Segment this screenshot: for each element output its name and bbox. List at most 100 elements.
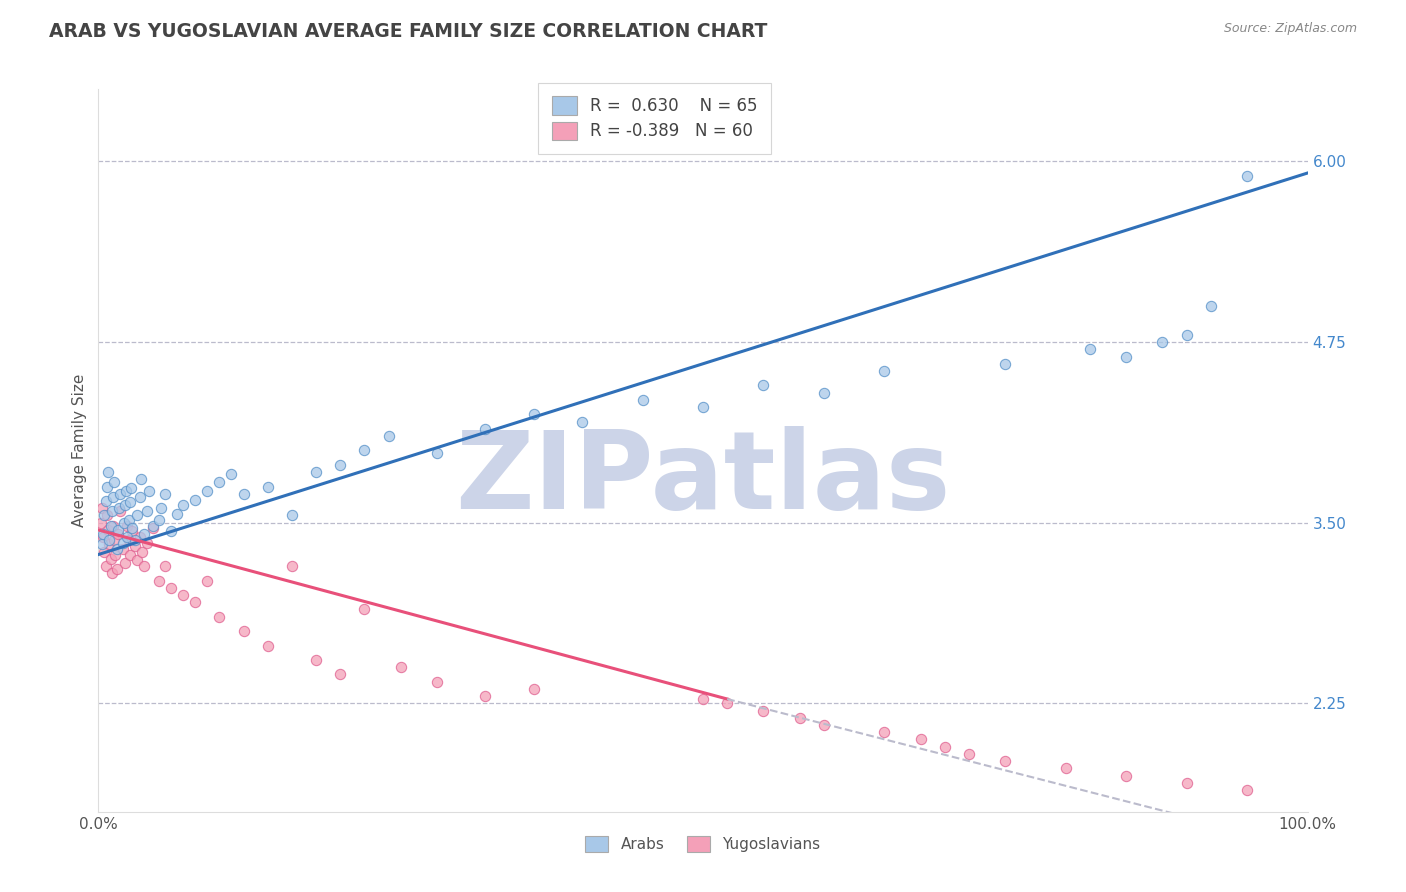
Point: [994, 754, 1017, 768]
Point: [101, 490, 124, 504]
Point: [160, 581, 183, 595]
Point: [221, 467, 243, 481]
Point: [353, 443, 375, 458]
Text: Source: ZipAtlas.com: Source: ZipAtlas.com: [1223, 22, 1357, 36]
Point: [172, 588, 194, 602]
Point: [329, 667, 352, 681]
Point: [112, 516, 135, 530]
Point: [138, 483, 160, 498]
Point: [1236, 169, 1258, 183]
Point: [114, 556, 136, 570]
Point: [131, 544, 153, 558]
Point: [184, 492, 207, 507]
Point: [97, 523, 120, 537]
Point: [108, 504, 131, 518]
Point: [1175, 776, 1198, 790]
Point: [1199, 299, 1222, 313]
Point: [789, 711, 811, 725]
Point: [90, 516, 112, 530]
Point: [752, 704, 775, 718]
Point: [118, 548, 141, 562]
Point: [692, 400, 714, 414]
Point: [134, 559, 156, 574]
Point: [752, 378, 775, 392]
Point: [232, 624, 254, 639]
Point: [124, 539, 146, 553]
Point: [523, 407, 546, 422]
Point: [120, 481, 142, 495]
Point: [117, 518, 139, 533]
Point: [571, 415, 593, 429]
Point: [128, 490, 150, 504]
Point: [134, 527, 156, 541]
Point: [934, 739, 956, 754]
Point: [153, 559, 176, 574]
Point: [117, 530, 139, 544]
Point: [124, 533, 146, 547]
Point: [957, 747, 980, 761]
Point: [96, 508, 118, 523]
Point: [107, 523, 129, 537]
Point: [98, 537, 121, 551]
Point: [474, 689, 496, 703]
Point: [114, 499, 136, 513]
Point: [426, 674, 449, 689]
Point: [97, 465, 120, 479]
Point: [103, 475, 125, 490]
Y-axis label: Average Family Size: Average Family Size: [72, 374, 87, 527]
Point: [172, 499, 194, 513]
Point: [692, 692, 714, 706]
Point: [305, 653, 328, 667]
Point: [107, 527, 129, 541]
Point: [91, 530, 114, 544]
Point: [108, 487, 131, 501]
Point: [1115, 350, 1137, 364]
Point: [91, 527, 114, 541]
Point: [1152, 334, 1174, 349]
Point: [1115, 769, 1137, 783]
Point: [994, 357, 1017, 371]
Point: [813, 718, 835, 732]
Point: [1078, 343, 1101, 357]
Point: [208, 609, 231, 624]
Point: [108, 501, 131, 516]
Point: [135, 536, 157, 550]
Text: ARAB VS YUGOSLAVIAN AVERAGE FAMILY SIZE CORRELATION CHART: ARAB VS YUGOSLAVIAN AVERAGE FAMILY SIZE …: [49, 22, 768, 41]
Point: [153, 487, 176, 501]
Point: [148, 513, 170, 527]
Point: [195, 574, 218, 588]
Point: [281, 559, 304, 574]
Point: [160, 524, 183, 539]
Point: [148, 574, 170, 588]
Point: [232, 487, 254, 501]
Point: [353, 602, 375, 616]
Point: [195, 483, 218, 498]
Point: [111, 541, 134, 556]
Point: [118, 533, 141, 547]
Point: [100, 518, 122, 533]
Point: [256, 480, 278, 494]
Point: [129, 472, 152, 486]
Point: [103, 533, 125, 547]
Point: [426, 446, 449, 460]
Point: [96, 480, 118, 494]
Point: [281, 508, 304, 523]
Point: [104, 548, 127, 562]
Point: [111, 536, 134, 550]
Point: [128, 530, 150, 544]
Point: [873, 364, 896, 378]
Point: [474, 422, 496, 436]
Point: [121, 524, 143, 539]
Point: [150, 501, 173, 516]
Point: [142, 521, 165, 535]
Point: [631, 392, 654, 407]
Point: [329, 458, 352, 472]
Point: [105, 562, 128, 576]
Point: [100, 551, 122, 566]
Point: [184, 595, 207, 609]
Point: [127, 553, 149, 567]
Point: [98, 533, 121, 547]
Point: [716, 697, 738, 711]
Point: [100, 504, 122, 518]
Point: [1236, 783, 1258, 797]
